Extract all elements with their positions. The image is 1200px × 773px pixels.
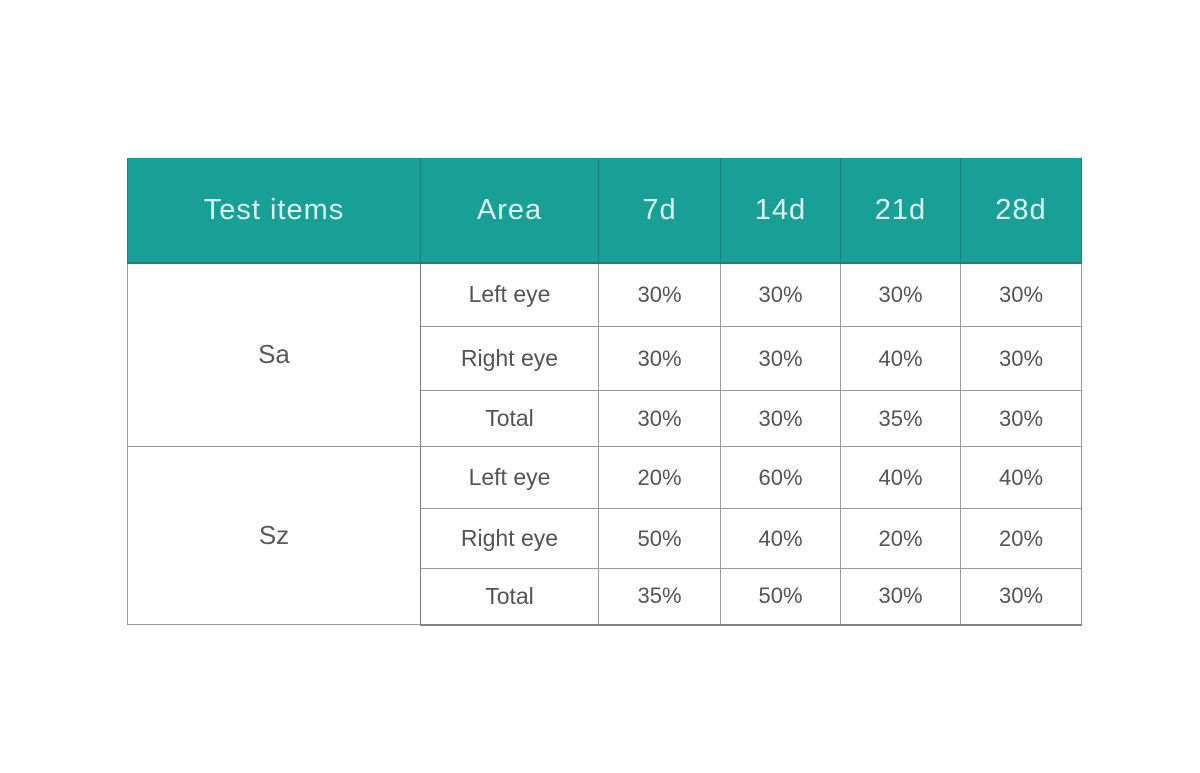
header-cell-area: Area <box>420 158 599 264</box>
header-cell-7d: 7d <box>598 158 721 264</box>
value-cell: 30% <box>720 390 841 447</box>
value-cell: 35% <box>840 390 961 447</box>
value-cell: 30% <box>598 390 721 447</box>
table-row-sa-right-eye: Right eye 30% 30% 40% 30% <box>128 326 1082 391</box>
value-cell: 40% <box>960 446 1082 509</box>
value-cell: 20% <box>960 508 1082 569</box>
group-cell-sa: Sa <box>127 262 421 447</box>
value-cell: 30% <box>598 326 721 391</box>
area-cell: Right eye <box>420 508 599 569</box>
header-cell-21d: 21d <box>840 158 961 264</box>
value-cell: 30% <box>960 568 1082 626</box>
value-cell: 40% <box>720 508 841 569</box>
value-cell: 40% <box>840 326 961 391</box>
group-cell-sz: Sz <box>127 446 421 625</box>
value-cell: 60% <box>720 446 841 509</box>
value-cell: 30% <box>840 568 961 626</box>
table-row-sa-left-eye: Sa Left eye 30% 30% 30% 30% <box>127 262 1082 447</box>
area-cell: Total <box>420 390 599 447</box>
header-cell-28d: 28d <box>960 158 1082 264</box>
value-cell: 30% <box>960 390 1082 447</box>
area-cell: Left eye <box>420 262 599 327</box>
table-row-sa-total: Total 30% 30% 35% 30% <box>128 390 1082 447</box>
value-cell: 20% <box>598 446 721 509</box>
header-cell-test-items: Test items <box>127 158 421 264</box>
area-cell: Total <box>420 568 599 626</box>
value-cell: 30% <box>598 262 721 327</box>
value-cell: 30% <box>960 326 1082 391</box>
results-table: Test items Area 7d 14d 21d 28d Sa Left e… <box>127 158 1082 626</box>
value-cell: 30% <box>720 326 841 391</box>
table-row-sz-total: Total 35% 50% 30% 30% <box>128 568 1082 626</box>
value-cell: 35% <box>598 568 721 626</box>
table-row-sz-left-eye: Sz Left eye 20% 60% 40% 40% <box>127 446 1082 625</box>
area-cell: Left eye <box>420 446 599 509</box>
area-cell: Right eye <box>420 326 599 391</box>
value-cell: 40% <box>840 446 961 509</box>
value-cell: 30% <box>720 262 841 327</box>
value-cell: 50% <box>720 568 841 626</box>
value-cell: 50% <box>598 508 721 569</box>
header-row: Test items Area 7d 14d 21d 28d <box>127 158 1082 264</box>
value-cell: 20% <box>840 508 961 569</box>
header-cell-14d: 14d <box>720 158 841 264</box>
value-cell: 30% <box>840 262 961 327</box>
value-cell: 30% <box>960 262 1082 327</box>
